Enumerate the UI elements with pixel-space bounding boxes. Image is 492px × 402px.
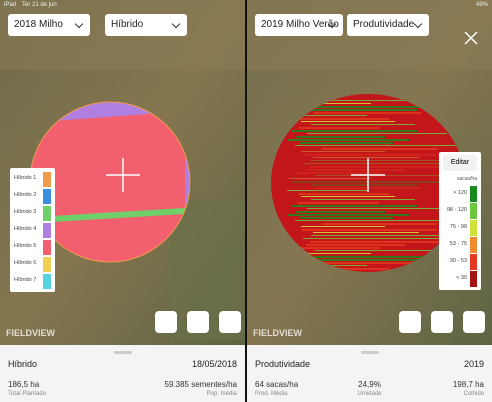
stat-value: 186,5 ha: [8, 380, 40, 389]
stat-label: Prod. Média: [255, 391, 288, 397]
legend-label: Híbrido 6: [14, 260, 37, 266]
legend-swatch: [43, 189, 51, 204]
legend-swatch: [43, 206, 51, 221]
layer-dropdown[interactable]: Produtividade: [347, 14, 429, 36]
summary-date: 18/05/2018: [191, 359, 237, 369]
status-battery: 49%: [475, 2, 488, 8]
legend-label: > 120: [453, 190, 467, 196]
hybrid-map: [0, 0, 245, 345]
stat-label: Colhido: [463, 391, 484, 397]
legend-label: < 30: [456, 275, 467, 281]
focus-button[interactable]: [219, 311, 241, 333]
status-date: Ter 21 de jun: [22, 2, 57, 8]
legend-label: Híbrido 7: [14, 277, 37, 283]
summary-sheet: Híbrido 18/05/2018 186,5 ha Total Plantad…: [0, 345, 245, 402]
yield-legend: Editar sacas/ha > 120 98 - 120 75 - 98 53 -…: [439, 152, 481, 290]
pin-button[interactable]: [431, 311, 453, 333]
stat-value: 198,7 ha: [452, 380, 484, 389]
stat-label: Pop. média: [206, 391, 237, 397]
focus-button[interactable]: [463, 311, 485, 333]
legend-swatch: [470, 203, 477, 219]
summary-title: Híbrido: [8, 359, 38, 369]
right-panel: 49% 2019 Milho Verão Produtividade Edita…: [247, 0, 492, 402]
legend-swatch: [470, 220, 477, 236]
stat-value: 64 sacas/ha: [255, 380, 299, 389]
legend-label: 53 - 75: [449, 241, 467, 247]
legend-label: 30 - 53: [449, 258, 467, 264]
legend-swatch: [43, 223, 51, 238]
summary-title: Produtividade: [255, 359, 311, 369]
stat-label: Total Plantado: [8, 391, 47, 397]
layer-dropdown[interactable]: Híbrido: [105, 14, 187, 36]
stat-value: 24,9%: [358, 380, 381, 389]
legend-swatch: [43, 240, 51, 255]
legend-swatch: [43, 172, 51, 187]
status-device: iPad: [4, 2, 17, 8]
season-dropdown[interactable]: 2018 Milho: [8, 14, 90, 36]
legend-swatch: [470, 254, 477, 270]
stat-value: 59.385 sementes/ha: [164, 380, 238, 389]
legend-swatch: [43, 274, 51, 289]
summary-sheet: Produtividade 2019 64 sacas/ha Prod. Médi…: [247, 345, 492, 402]
legend-swatch: [470, 186, 477, 202]
hybrid-legend: Híbrido 1 Híbrido 2 Híbrido 3 Híbrido 4 Híbr…: [10, 168, 55, 292]
legend-label: Híbrido 1: [14, 175, 37, 181]
legend-label: 98 - 120: [446, 207, 467, 213]
stat-label: Umidade: [357, 391, 382, 397]
lasso-button[interactable]: [155, 311, 177, 333]
summary-date: 2019: [463, 359, 484, 369]
legend-label: Híbrido 3: [14, 209, 37, 215]
left-panel: iPad Ter 21 de jun 2018 Milho Híbrido Hí…: [0, 0, 245, 402]
edit-button[interactable]: Editar: [443, 155, 477, 171]
brand: FIELDVIEW: [253, 328, 302, 338]
season-dropdown[interactable]: 2019 Milho Verão: [255, 14, 343, 36]
lasso-button[interactable]: [399, 311, 421, 333]
brand: FIELDVIEW: [6, 328, 55, 338]
legend-swatch: [43, 257, 51, 272]
legend-label: 75 - 98: [449, 224, 467, 230]
legend-label: Híbrido 4: [14, 226, 37, 232]
legend-label: Híbrido 5: [14, 243, 37, 249]
legend-unit: sacas/ha: [456, 176, 477, 182]
legend-label: Híbrido 2: [14, 192, 37, 198]
legend-swatch: [470, 271, 477, 287]
legend-swatch: [470, 237, 477, 253]
pin-button[interactable]: [187, 311, 209, 333]
